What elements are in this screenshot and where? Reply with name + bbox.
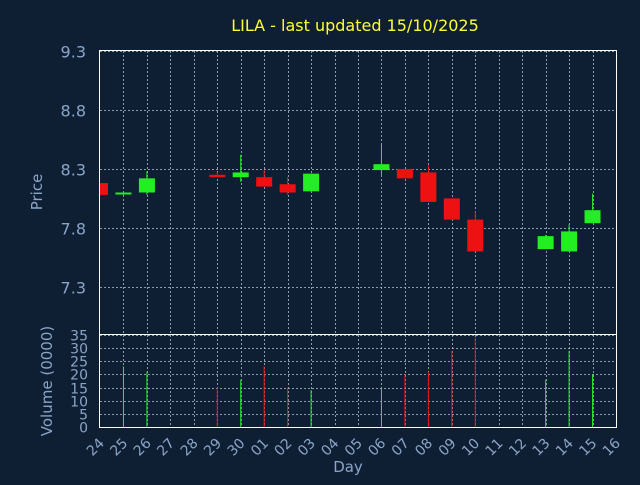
volume-tick-label: 25 (70, 355, 88, 371)
volume-tick-label: 5 (79, 408, 88, 424)
day-tick-label: 13 (530, 436, 554, 460)
candle-body (584, 210, 601, 224)
price-grid (100, 51, 616, 334)
day-tick-label: 10 (459, 436, 483, 460)
volume-tick-label: 20 (70, 368, 88, 384)
candle-body (467, 219, 484, 252)
volume-panel-frame (99, 334, 617, 428)
candle-body (373, 164, 390, 171)
day-tick-label: 09 (436, 436, 460, 460)
day-tick-label: 04 (318, 435, 342, 459)
price-tick-label: 8.3 (61, 161, 86, 180)
candle-body (232, 172, 249, 178)
day-tick-label: 03 (295, 436, 319, 460)
day-tick-label: 08 (412, 436, 436, 460)
day-tick-label: 30 (225, 436, 249, 460)
day-axis-label: Day (333, 458, 363, 476)
day-tick-label: 11 (483, 436, 507, 460)
day-tick-label: 15 (576, 436, 600, 460)
volume-bars-group (122, 337, 594, 427)
day-tick-label: 12 (506, 436, 530, 460)
candle-body (100, 183, 108, 195)
price-tick-label: 8.8 (61, 102, 86, 121)
volume-tick-label: 35 (70, 329, 88, 345)
candle-body (256, 177, 273, 187)
day-tick-label: 14 (553, 435, 577, 459)
day-tick-label: 29 (201, 436, 225, 460)
candle-body (209, 174, 226, 178)
chart-title: LILA - last updated 15/10/2025 (231, 16, 479, 35)
volume-axis-label: Volume (0000) (38, 326, 56, 436)
candle-body (443, 198, 460, 220)
day-tick-label: 16 (600, 435, 624, 459)
price-tick-label: 7.3 (61, 279, 86, 298)
day-tick-label: 06 (365, 435, 389, 459)
day-tick-label: 01 (248, 436, 272, 460)
day-tick-label: 07 (389, 436, 413, 460)
day-tick-label: 24 (84, 435, 108, 459)
candle-body (303, 173, 320, 192)
price-axis-label: Price (28, 174, 46, 211)
candle-body (396, 168, 413, 179)
candle-body (561, 231, 578, 252)
candle-body (537, 236, 554, 250)
price-tick-labels: 9.3 8.8 8.3 7.8 7.3 (61, 43, 86, 298)
price-tick-label: 9.3 (61, 43, 86, 62)
day-tick-label: 05 (342, 436, 366, 460)
volume-tick-label: 10 (70, 395, 88, 411)
day-tick-label: 02 (272, 436, 296, 460)
candles-group (100, 144, 601, 252)
day-tick-label: 25 (107, 436, 131, 460)
day-tick-labels: 24 25 26 27 28 29 30 01 02 03 04 05 06 07 08 09 10 11 12 13… (84, 435, 624, 459)
candle-body (115, 192, 132, 195)
volume-tick-label: 15 (70, 382, 88, 398)
day-tick-label: 27 (154, 436, 178, 460)
day-tick-label: 26 (131, 435, 155, 459)
price-tick-label: 7.8 (61, 220, 86, 239)
candle-body (138, 178, 155, 193)
candle-body (279, 184, 296, 193)
day-tick-label: 28 (178, 436, 202, 460)
volume-tick-label: 0 (79, 421, 88, 437)
volume-grid (100, 335, 616, 428)
candle-body (420, 172, 437, 202)
volume-tick-label: 30 (70, 342, 88, 358)
